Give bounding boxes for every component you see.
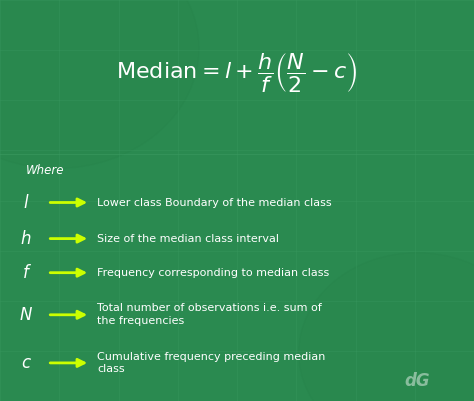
Text: Total number of observations i.e. sum of
the frequencies: Total number of observations i.e. sum of… xyxy=(97,304,322,326)
Text: dG: dG xyxy=(404,372,430,390)
Text: Size of the median class interval: Size of the median class interval xyxy=(97,234,279,243)
Text: l: l xyxy=(24,194,28,211)
Circle shape xyxy=(0,0,199,168)
Circle shape xyxy=(299,253,474,401)
Text: h: h xyxy=(21,230,31,247)
Text: Frequency corresponding to median class: Frequency corresponding to median class xyxy=(97,268,329,277)
Text: $\mathregular{Median} = l + \dfrac{h}{f} \left(\dfrac{N}{2} - c\right)$: $\mathregular{Median} = l + \dfrac{h}{f}… xyxy=(116,51,358,94)
Text: Cumulative frequency preceding median
class: Cumulative frequency preceding median cl… xyxy=(97,352,326,374)
Text: N: N xyxy=(20,306,32,324)
Text: c: c xyxy=(21,354,31,372)
Text: Where: Where xyxy=(26,164,64,177)
Text: f: f xyxy=(23,264,29,282)
Text: Lower class Boundary of the median class: Lower class Boundary of the median class xyxy=(97,198,332,207)
